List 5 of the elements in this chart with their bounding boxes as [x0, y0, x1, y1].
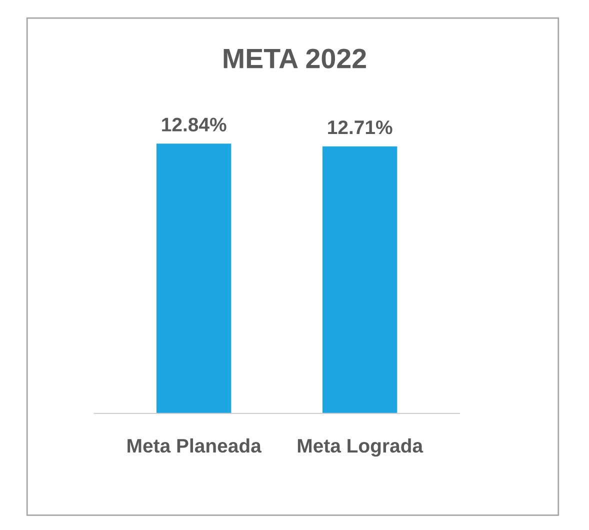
- x-tick-label: Meta Planeada: [128, 438, 262, 453]
- chart-title: META 2022: [224, 48, 366, 68]
- data-label: 12.71%: [328, 120, 392, 134]
- x-tick-label: Meta Lograda: [298, 438, 424, 457]
- data-label: 12.84%: [162, 118, 226, 132]
